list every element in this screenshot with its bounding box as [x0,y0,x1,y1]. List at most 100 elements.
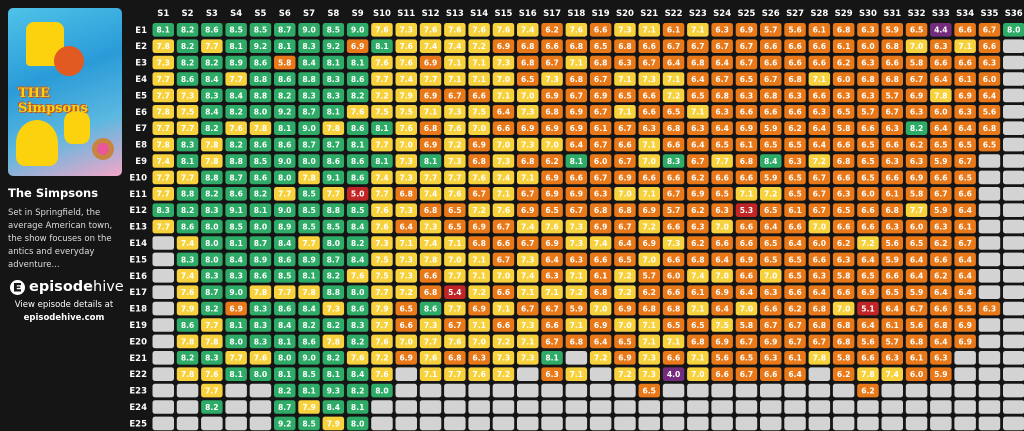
rating-cell[interactable] [760,23,782,37]
rating-cell[interactable] [881,23,904,37]
rating-cell[interactable] [784,121,806,135]
rating-cell[interactable] [274,170,296,185]
rating-cell[interactable] [638,23,661,37]
rating-cell[interactable] [881,203,904,217]
rating-cell[interactable] [152,23,175,37]
rating-cell[interactable] [322,334,345,349]
rating-cell[interactable] [711,219,733,234]
rating-cell[interactable] [808,23,831,37]
rating-cell[interactable] [930,55,952,70]
rating-cell[interactable] [589,236,612,250]
rating-cell[interactable] [346,269,369,283]
rating-cell[interactable] [711,88,733,103]
rating-cell[interactable] [662,285,685,299]
rating-cell[interactable] [419,105,442,119]
rating-cell[interactable] [857,170,879,185]
rating-cell[interactable] [249,367,272,381]
rating-cell[interactable] [735,318,758,332]
rating-cell[interactable] [346,55,369,70]
rating-cell[interactable] [808,121,831,135]
rating-cell[interactable] [565,88,588,103]
rating-cell[interactable] [298,318,320,332]
rating-cell[interactable] [371,187,393,201]
rating-cell[interactable] [322,367,345,381]
rating-cell[interactable] [152,121,175,135]
rating-cell[interactable] [638,252,661,267]
rating-cell[interactable] [517,203,539,217]
rating-cell[interactable] [832,187,855,201]
rating-cell[interactable] [930,301,952,316]
rating-cell[interactable] [930,285,952,299]
rating-cell[interactable] [687,170,709,185]
rating-cell[interactable] [638,203,661,217]
rating-cell[interactable] [662,203,685,217]
rating-cell[interactable] [419,318,442,332]
rating-cell[interactable] [201,351,223,365]
rating-cell[interactable] [249,23,272,37]
rating-cell[interactable] [298,39,320,53]
rating-cell[interactable] [954,170,976,185]
rating-cell[interactable] [152,88,175,103]
rating-cell[interactable] [808,170,831,185]
rating-cell[interactable] [638,351,661,365]
rating-cell[interactable] [760,301,782,316]
rating-cell[interactable] [711,137,733,152]
rating-cell[interactable] [346,137,369,152]
rating-cell[interactable] [298,416,320,431]
rating-cell[interactable] [444,23,466,37]
rating-cell[interactable] [760,334,782,349]
rating-cell[interactable] [978,55,1001,70]
rating-cell[interactable] [978,121,1001,135]
rating-cell[interactable] [614,39,636,53]
rating-cell[interactable] [760,105,782,119]
rating-cell[interactable] [589,121,612,135]
rating-cell[interactable] [541,219,563,234]
rating-cell[interactable] [176,121,199,135]
rating-cell[interactable] [298,137,320,152]
rating-cell[interactable] [444,236,466,250]
rating-cell[interactable] [541,154,563,168]
rating-cell[interactable] [881,121,904,135]
rating-cell[interactable] [371,203,393,217]
rating-cell[interactable] [346,170,369,185]
rating-cell[interactable] [541,187,563,201]
rating-cell[interactable] [492,236,515,250]
rating-cell[interactable] [589,334,612,349]
rating-cell[interactable] [784,252,806,267]
rating-cell[interactable] [468,72,490,86]
rating-cell[interactable] [832,88,855,103]
rating-cell[interactable] [346,39,369,53]
rating-cell[interactable] [225,154,247,168]
rating-cell[interactable] [468,351,490,365]
rating-cell[interactable] [274,252,296,267]
rating-cell[interactable] [517,187,539,201]
rating-cell[interactable] [565,121,588,135]
rating-cell[interactable] [808,88,831,103]
rating-cell[interactable] [808,137,831,152]
rating-cell[interactable] [881,219,904,234]
rating-cell[interactable] [225,269,247,283]
rating-cell[interactable] [444,72,466,86]
rating-cell[interactable] [687,121,709,135]
rating-cell[interactable] [517,121,539,135]
rating-cell[interactable] [614,236,636,250]
rating-cell[interactable] [322,318,345,332]
rating-cell[interactable] [395,252,418,267]
rating-cell[interactable] [978,88,1001,103]
rating-cell[interactable] [687,285,709,299]
rating-cell[interactable] [760,236,782,250]
rating-cell[interactable] [492,187,515,201]
rating-cell[interactable] [298,203,320,217]
rating-cell[interactable] [784,269,806,283]
rating-cell[interactable] [371,154,393,168]
rating-cell[interactable] [176,203,199,217]
rating-cell[interactable] [468,88,490,103]
rating-cell[interactable] [662,187,685,201]
rating-cell[interactable] [371,72,393,86]
rating-cell[interactable] [419,170,442,185]
rating-cell[interactable] [711,55,733,70]
rating-cell[interactable] [249,137,272,152]
rating-cell[interactable] [930,137,952,152]
rating-cell[interactable] [687,334,709,349]
rating-cell[interactable] [395,55,418,70]
